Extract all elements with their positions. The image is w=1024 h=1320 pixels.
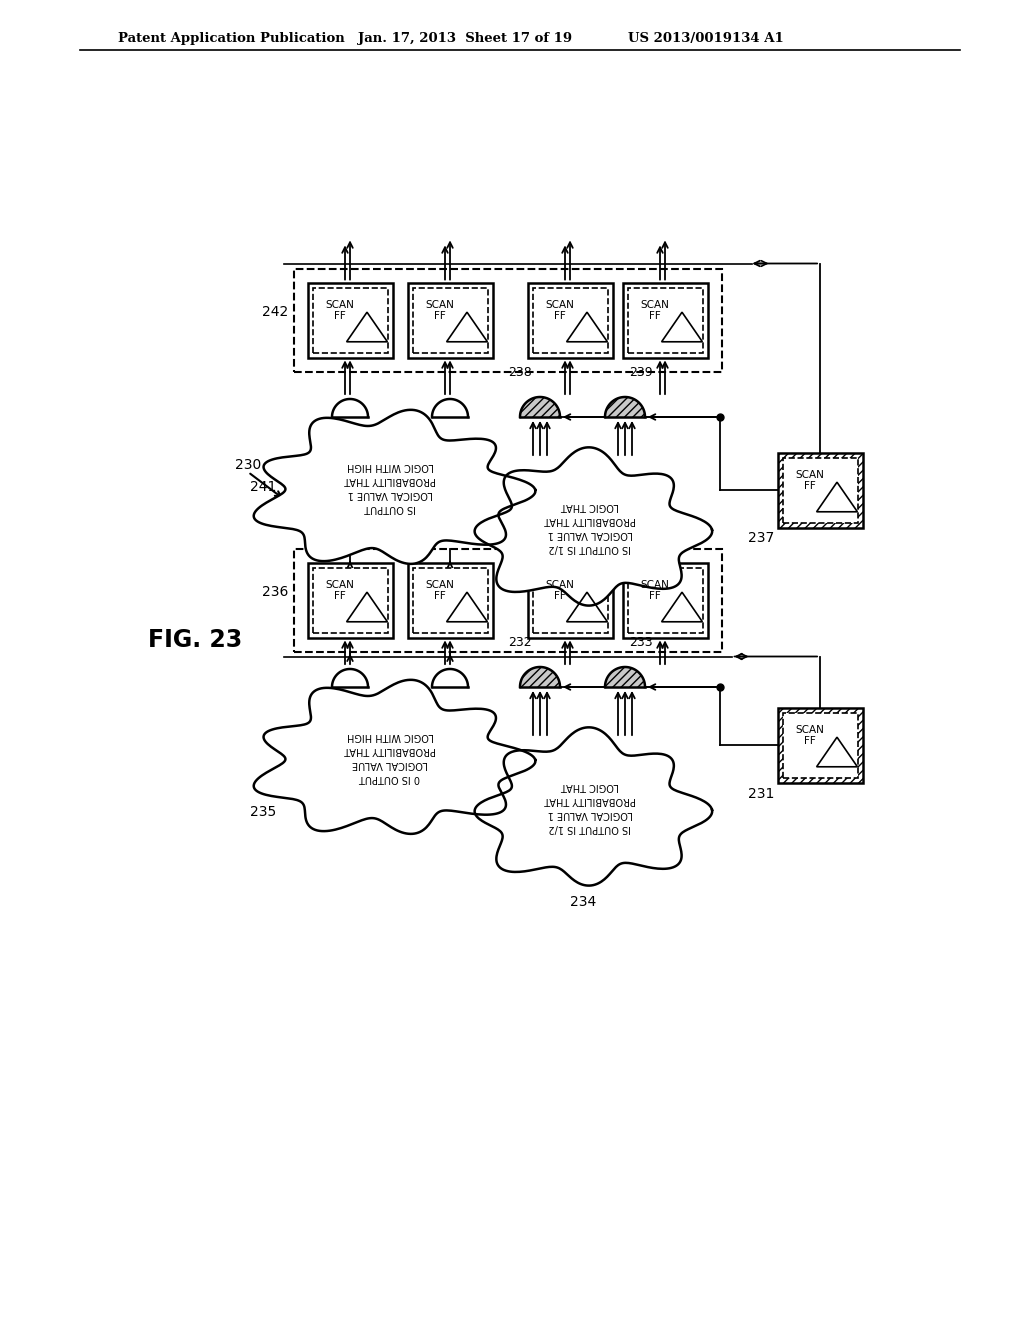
Polygon shape: [475, 727, 712, 886]
Text: SCAN: SCAN: [640, 579, 670, 590]
Text: 230: 230: [234, 458, 261, 473]
Text: Patent Application Publication: Patent Application Publication: [118, 32, 345, 45]
Polygon shape: [346, 593, 387, 622]
Text: FF: FF: [649, 312, 660, 321]
Text: SCAN: SCAN: [796, 725, 824, 735]
Bar: [408, 282, 493, 358]
Text: 0 IS OUTPUT: 0 IS OUTPUT: [359, 774, 421, 783]
Text: FF: FF: [554, 591, 565, 601]
Bar: [628, 568, 702, 632]
Text: 232: 232: [508, 636, 532, 649]
Polygon shape: [605, 397, 645, 417]
Text: 239: 239: [629, 366, 652, 379]
Text: 241: 241: [250, 480, 276, 494]
Polygon shape: [662, 313, 702, 342]
Text: 235: 235: [250, 805, 276, 818]
Bar: [408, 562, 493, 638]
Text: FF: FF: [804, 482, 816, 491]
Polygon shape: [254, 409, 536, 564]
Polygon shape: [520, 397, 560, 417]
Text: SCAN: SCAN: [640, 300, 670, 310]
Bar: [527, 562, 612, 638]
Text: Jan. 17, 2013  Sheet 17 of 19: Jan. 17, 2013 Sheet 17 of 19: [358, 32, 572, 45]
Text: LOGIC THAT: LOGIC THAT: [561, 781, 618, 791]
Text: PROBABILITY THAT: PROBABILITY THAT: [344, 475, 436, 484]
Bar: [782, 713, 857, 777]
Text: 231: 231: [749, 787, 774, 800]
Bar: [307, 282, 392, 358]
Text: LOGICAL VALUE 1: LOGICAL VALUE 1: [347, 488, 432, 499]
Text: FF: FF: [334, 312, 346, 321]
Bar: [527, 282, 612, 358]
Text: 236: 236: [262, 585, 289, 599]
Polygon shape: [566, 593, 607, 622]
Text: FF: FF: [554, 312, 565, 321]
Text: 242: 242: [262, 305, 289, 319]
Text: 238: 238: [508, 366, 532, 379]
Text: LOGICAL VALUE: LOGICAL VALUE: [352, 759, 428, 770]
Polygon shape: [816, 737, 857, 767]
Polygon shape: [332, 669, 368, 686]
Polygon shape: [475, 447, 712, 606]
Text: 234: 234: [570, 895, 596, 909]
Bar: [312, 568, 387, 632]
Bar: [294, 549, 722, 652]
Polygon shape: [332, 399, 368, 417]
Bar: [782, 458, 857, 523]
Polygon shape: [446, 593, 487, 622]
Text: LOGIC WITH HIGH: LOGIC WITH HIGH: [346, 731, 433, 741]
Text: PROBABILITY THAT: PROBABILITY THAT: [544, 515, 636, 525]
Bar: [312, 288, 387, 352]
Bar: [532, 288, 607, 352]
Bar: [307, 562, 392, 638]
Text: 233: 233: [629, 636, 652, 649]
Text: LOGICAL VALUE 1: LOGICAL VALUE 1: [548, 809, 633, 818]
Text: FF: FF: [649, 591, 660, 601]
Text: IS OUTPUT: IS OUTPUT: [365, 503, 416, 513]
Text: SCAN: SCAN: [425, 300, 455, 310]
Bar: [413, 288, 487, 352]
Bar: [777, 708, 862, 783]
Text: FF: FF: [434, 312, 445, 321]
Polygon shape: [446, 313, 487, 342]
Polygon shape: [346, 313, 387, 342]
Polygon shape: [432, 669, 468, 686]
Polygon shape: [432, 399, 468, 417]
Text: SCAN: SCAN: [546, 579, 574, 590]
Text: 240: 240: [570, 610, 596, 624]
Polygon shape: [662, 593, 702, 622]
Text: FF: FF: [434, 591, 445, 601]
Bar: [623, 562, 708, 638]
Polygon shape: [254, 680, 536, 834]
Bar: [294, 268, 722, 371]
Polygon shape: [566, 313, 607, 342]
Bar: [532, 568, 607, 632]
Text: 237: 237: [749, 532, 774, 545]
Bar: [777, 708, 862, 783]
Text: PROBABILITY THAT: PROBABILITY THAT: [544, 795, 636, 805]
Polygon shape: [816, 482, 857, 512]
Text: LOGICAL VALUE 1: LOGICAL VALUE 1: [548, 529, 633, 539]
Polygon shape: [520, 667, 560, 686]
Bar: [777, 453, 862, 528]
Text: SCAN: SCAN: [326, 300, 354, 310]
Text: LOGIC WITH HIGH: LOGIC WITH HIGH: [346, 461, 433, 471]
Text: SCAN: SCAN: [326, 579, 354, 590]
Text: FIG. 23: FIG. 23: [148, 628, 243, 652]
Bar: [413, 568, 487, 632]
Bar: [628, 288, 702, 352]
Bar: [777, 453, 862, 528]
Text: US 2013/0019134 A1: US 2013/0019134 A1: [628, 32, 783, 45]
Text: SCAN: SCAN: [425, 579, 455, 590]
Bar: [623, 282, 708, 358]
Text: IS OUTPUT IS 1/2: IS OUTPUT IS 1/2: [549, 822, 632, 833]
Text: FF: FF: [804, 737, 816, 746]
Text: IS OUTPUT IS 1/2: IS OUTPUT IS 1/2: [549, 543, 632, 553]
Text: SCAN: SCAN: [796, 470, 824, 480]
Polygon shape: [605, 667, 645, 686]
Text: FF: FF: [334, 591, 346, 601]
Text: LOGIC THAT: LOGIC THAT: [561, 502, 618, 511]
Text: PROBABILITY THAT: PROBABILITY THAT: [344, 744, 436, 755]
Text: SCAN: SCAN: [546, 300, 574, 310]
